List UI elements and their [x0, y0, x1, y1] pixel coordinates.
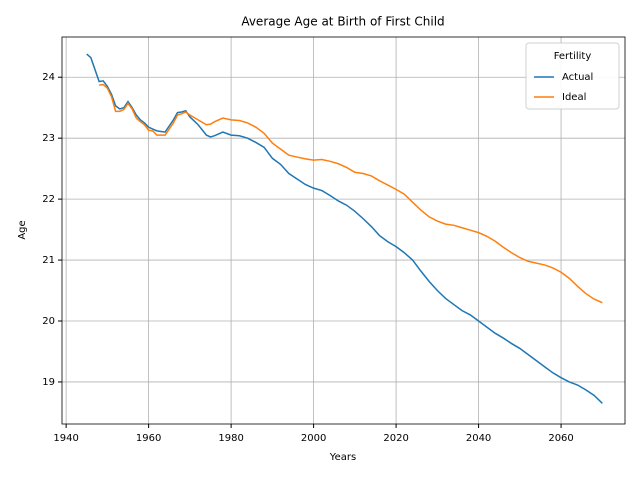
y-axis-label: Age: [17, 220, 28, 239]
y-tick-label: 23: [42, 133, 55, 144]
line: [99, 83, 603, 304]
legend-title: Fertility: [554, 51, 592, 62]
x-tick-label: 2040: [466, 433, 491, 444]
legend-box: [525, 42, 620, 110]
y-tick-label: 22: [42, 194, 55, 205]
legend-label: Actual: [562, 72, 593, 83]
x-tick-label: 1940: [53, 433, 78, 444]
plot-frame: [61, 36, 626, 425]
legend-label: Ideal: [562, 92, 586, 103]
line: [86, 53, 603, 404]
y-tick-label: 21: [42, 255, 55, 266]
x-tick-label: 2020: [383, 433, 408, 444]
x-tick-label: 1960: [136, 433, 161, 444]
y-tick-label: 24: [42, 72, 55, 83]
y-tick-label: 20: [42, 316, 55, 327]
y-tick-label: 19: [42, 377, 55, 388]
x-tick-label: 2060: [548, 433, 573, 444]
x-tick-label: 1980: [218, 433, 243, 444]
chart-title: Average Age at Birth of First Child: [241, 15, 444, 29]
x-axis-label: Years: [329, 452, 356, 463]
x-tick-label: 2000: [301, 433, 326, 444]
